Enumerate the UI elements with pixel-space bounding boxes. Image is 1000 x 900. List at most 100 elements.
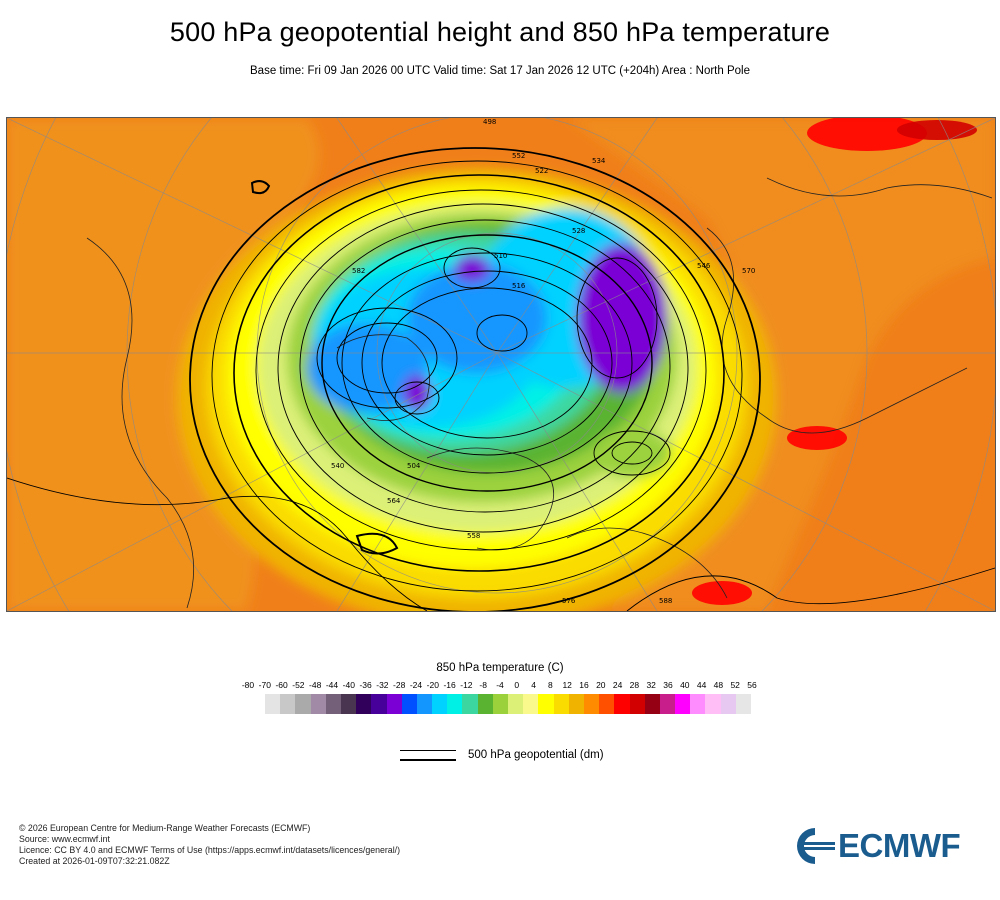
colorbar-tick-label: -52 xyxy=(292,680,305,690)
colorbar-tick-label: 8 xyxy=(548,680,553,690)
colorbar-tick-label: 24 xyxy=(612,680,623,690)
contour-label: 588 xyxy=(659,597,672,605)
contour-label: 504 xyxy=(407,462,421,470)
contour-label: 558 xyxy=(467,532,480,540)
chart-subtitle: Base time: Fri 09 Jan 2026 00 UTC Valid … xyxy=(250,65,750,77)
colorbar-swatch xyxy=(295,694,311,714)
colorbar-tick-label: 52 xyxy=(730,680,740,690)
colorbar-swatch xyxy=(690,694,706,714)
colorbar-tick-label: -48 xyxy=(309,680,322,690)
colorbar-swatch xyxy=(508,694,524,714)
colorbar-title: 850 hPa temperature (C) xyxy=(436,662,564,674)
colorbar-swatch xyxy=(705,694,721,714)
colorbar-swatch xyxy=(325,694,341,714)
ecmwf-logo: ECMWF xyxy=(795,826,985,866)
colorbar-tick-label: -12 xyxy=(460,680,473,690)
colorbar-tick-label: -4 xyxy=(496,680,504,690)
footer: © 2026 European Centre for Medium-Range … xyxy=(19,823,400,867)
colorbar-swatch xyxy=(265,694,281,714)
colorbar-tick-label: -16 xyxy=(443,680,456,690)
contour-labels: 498 504 510 516 522 528 534 540 546 552 … xyxy=(331,118,755,605)
colorbar-swatch xyxy=(401,694,417,714)
contour-label: 498 xyxy=(483,118,496,126)
contour-label: 528 xyxy=(572,227,585,235)
colorbar-swatch xyxy=(447,694,463,714)
colorbar xyxy=(265,694,751,714)
colorbar-tick-label: -40 xyxy=(342,680,355,690)
colorbar-tick-label: 32 xyxy=(646,680,656,690)
colorbar-swatch xyxy=(538,694,554,714)
colorbar-swatch xyxy=(523,694,539,714)
contour-label: 540 xyxy=(331,462,344,470)
contour-label: 534 xyxy=(592,157,606,165)
colorbar-tick-label: -24 xyxy=(409,680,423,690)
colorbar-tick-label: 16 xyxy=(579,680,589,690)
chart-title: 500 hPa geopotential height and 850 hPa … xyxy=(169,17,831,47)
contour-label: 516 xyxy=(512,282,526,290)
colorbar-swatch xyxy=(735,694,751,714)
colorbar-tick-label: -70 xyxy=(258,680,271,690)
colorbar-tick-label: 44 xyxy=(696,680,707,690)
colorbar-tick-label: 28 xyxy=(629,680,640,690)
colorbar-swatch xyxy=(675,694,691,714)
north-pole-map: 498 504 510 516 522 528 534 540 546 552 … xyxy=(6,117,996,612)
colorbar-tick-label: -44 xyxy=(325,680,339,690)
colorbar-swatch xyxy=(553,694,569,714)
colorbar-tick-label: 40 xyxy=(680,680,690,690)
contour-label: 570 xyxy=(742,267,755,275)
colorbar-tick-label: -28 xyxy=(393,680,406,690)
contour-label: 576 xyxy=(562,597,576,605)
map-svg: 498 504 510 516 522 528 534 540 546 552 … xyxy=(7,118,995,611)
source-text: Source: www.ecmwf.int xyxy=(19,834,110,844)
colorbar-swatch xyxy=(659,694,676,714)
contour-label: 552 xyxy=(512,152,525,160)
colorbar-tick-label: 12 xyxy=(562,680,572,690)
hot-spots xyxy=(692,118,977,605)
colorbar-tick-label: -32 xyxy=(376,680,389,690)
geopotential-legend-label: 500 hPa geopotential (dm) xyxy=(468,749,604,761)
colorbar-tick-label: -8 xyxy=(479,680,487,690)
colorbar-swatch xyxy=(371,694,387,714)
contour-label: 582 xyxy=(352,267,365,275)
colorbar-tick-label: 56 xyxy=(747,680,757,690)
ecmwf-logo-text: ECMWF xyxy=(838,827,961,864)
colorbar-tick-label: -20 xyxy=(426,680,439,690)
colorbar-ticks: -80 -70 -60 -52 -48 -44 -40 -36 -32 -28 -24 -20 -16-… xyxy=(0,680,1000,692)
colorbar-swatch xyxy=(462,694,478,714)
geopotential-legend-line xyxy=(400,750,456,762)
contour-label: 564 xyxy=(387,497,401,505)
colorbar-swatch xyxy=(416,694,433,714)
colorbar-tick-label: -36 xyxy=(359,680,372,690)
contour-label: 522 xyxy=(535,167,548,175)
graticule xyxy=(7,118,995,611)
colorbar-swatch xyxy=(386,694,402,714)
colorbar-tick-label: -80 xyxy=(241,680,255,690)
colorbar-swatch xyxy=(310,694,326,714)
copyright-text: © 2026 European Centre for Medium-Range … xyxy=(19,823,311,833)
colorbar-tick-label: -60 xyxy=(275,680,288,690)
licence-text: Licence: CC BY 4.0 and ECMWF Terms of Us… xyxy=(19,845,401,855)
colorbar-swatch xyxy=(568,694,584,714)
contour-label: 546 xyxy=(697,262,711,270)
colorbar-swatch xyxy=(644,694,660,714)
colorbar-swatch xyxy=(280,694,296,714)
colorbar-swatch xyxy=(614,694,630,714)
colorbar-swatch xyxy=(340,694,357,714)
colorbar-tick-label: 20 xyxy=(596,680,606,690)
colorbar-swatch xyxy=(477,694,493,714)
colorbar-swatch xyxy=(720,694,736,714)
created-text: Created at 2026-01-09T07:32:21.082Z xyxy=(19,856,170,866)
colorbar-tick-label: 4 xyxy=(531,680,536,690)
colorbar-swatch xyxy=(432,694,448,714)
colorbar-swatch xyxy=(356,694,372,714)
colorbar-tick-label: 48 xyxy=(713,680,724,690)
colorbar-tick-label: 36 xyxy=(663,680,673,690)
colorbar-swatch xyxy=(583,694,600,714)
colorbar-swatch xyxy=(629,694,645,714)
ecmwf-logo-icon xyxy=(797,828,835,864)
geopotential-contours xyxy=(7,147,995,611)
colorbar-tick-label: 0 xyxy=(514,680,520,690)
contour-label: 510 xyxy=(494,252,507,260)
colorbar-swatch xyxy=(599,694,615,714)
colorbar-swatch xyxy=(492,694,508,714)
